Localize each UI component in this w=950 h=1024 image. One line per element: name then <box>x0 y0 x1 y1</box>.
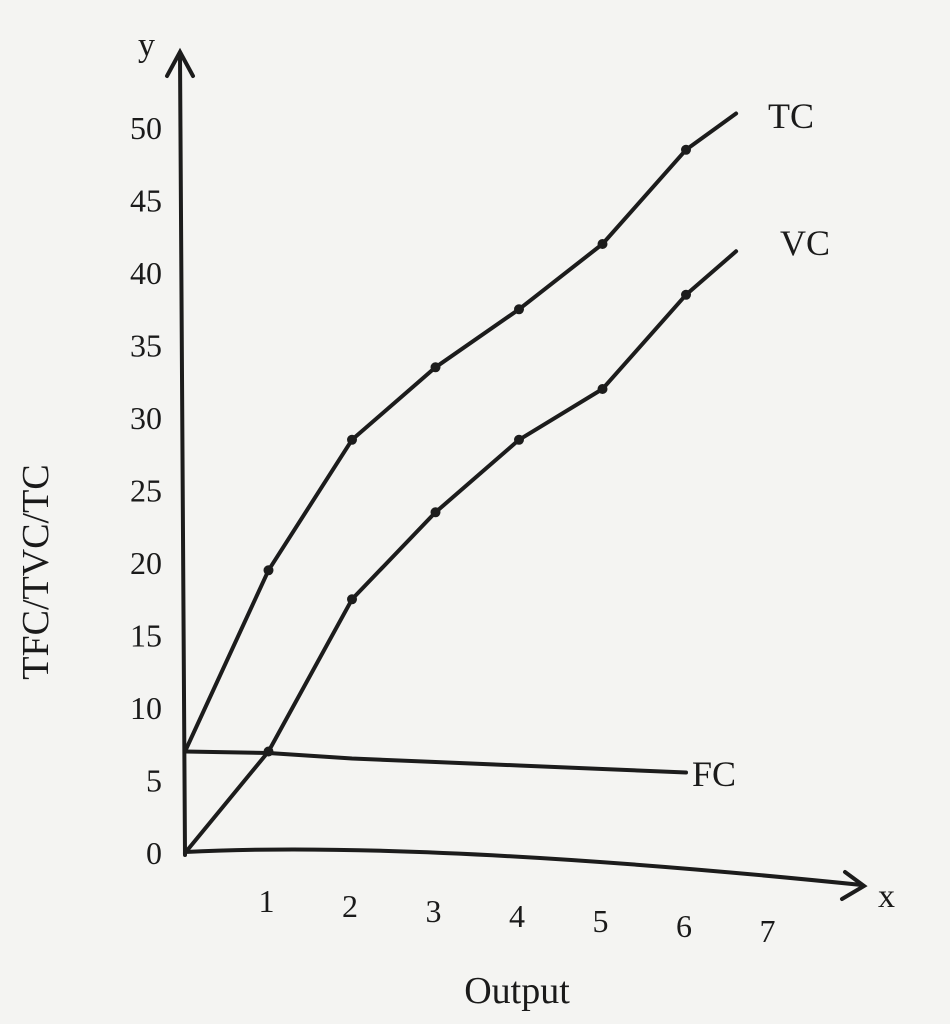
x-tick-label: 5 <box>593 903 609 939</box>
point-tc <box>263 565 274 576</box>
y-tick-label: 10 <box>130 690 162 726</box>
x-tick-label: 3 <box>426 893 442 929</box>
y-tick-label: 50 <box>130 110 162 146</box>
point-tc <box>430 362 441 373</box>
y-axis-arrowhead <box>165 47 195 78</box>
chart-axes <box>165 47 868 901</box>
point-tc <box>597 239 608 249</box>
curve-vc <box>183 249 739 855</box>
point-tc <box>681 144 691 155</box>
x-axis-title: Output <box>464 970 570 1012</box>
point-vc <box>514 434 524 445</box>
series-curves <box>183 111 739 855</box>
data-points <box>263 144 691 757</box>
x-tick-label: 1 <box>259 883 275 919</box>
y-tick-label: 45 <box>130 183 162 219</box>
point-vc <box>347 594 357 605</box>
y-tick-label: 20 <box>130 545 162 581</box>
y-tick-label: 15 <box>130 618 162 654</box>
x-axis-symbol: x <box>878 878 895 915</box>
point-vc <box>681 289 691 300</box>
point-vc <box>597 384 608 394</box>
y-tick-label: 35 <box>130 328 162 364</box>
point-tc <box>347 434 357 445</box>
y-axis-title: TFC/TVC/TC <box>15 464 57 679</box>
point-tc <box>514 304 524 315</box>
y-tick-label: 25 <box>130 473 162 509</box>
series-label-tc: TC <box>768 96 814 136</box>
y-tick-label: 0 <box>146 835 162 871</box>
y-tick-label: 5 <box>146 763 162 799</box>
y-axis-line <box>178 54 187 857</box>
y-tick-labels: 0 5 10 15 20 25 30 35 40 45 50 <box>130 110 162 871</box>
curve-tc <box>183 111 739 754</box>
x-tick-label: 7 <box>760 913 776 949</box>
point-vc <box>263 746 274 757</box>
y-axis-symbol: y <box>138 27 155 64</box>
x-tick-label: 2 <box>342 888 358 924</box>
series-label-fc: FC <box>692 754 736 794</box>
point-vc <box>430 507 441 518</box>
series-label-vc: VC <box>780 223 830 263</box>
x-tick-label: 6 <box>676 908 692 944</box>
y-tick-label: 30 <box>130 400 162 436</box>
x-tick-label: 4 <box>509 898 525 934</box>
y-tick-label: 40 <box>130 255 162 291</box>
x-tick-labels: 1 2 3 4 5 6 7 <box>259 883 776 949</box>
x-axis-arrowhead <box>840 870 868 901</box>
x-axis-line <box>183 847 864 887</box>
